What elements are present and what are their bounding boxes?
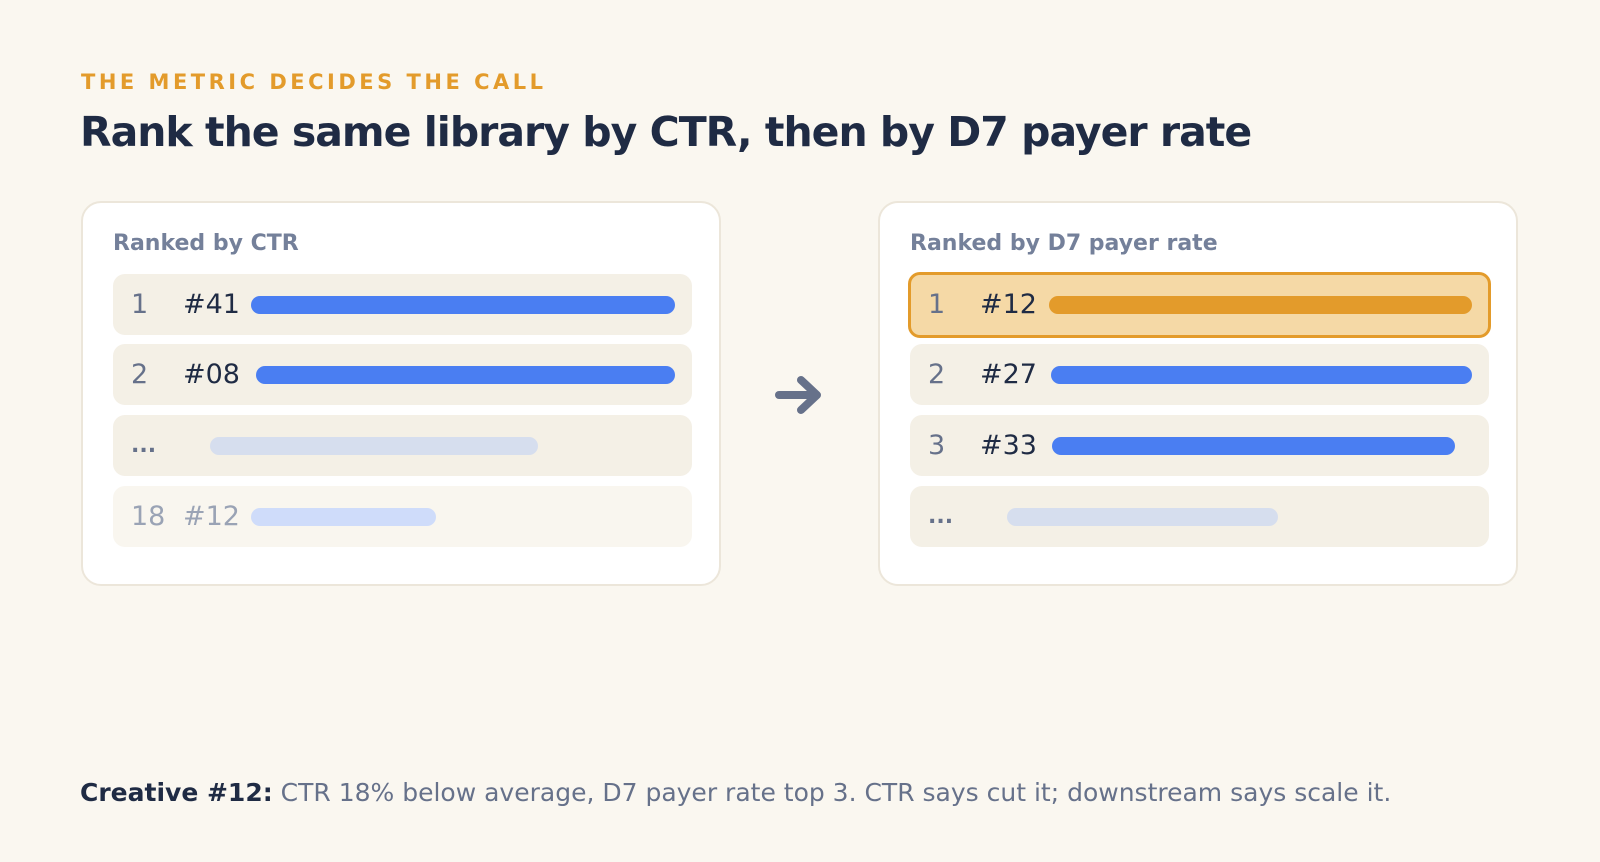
score-bar [1049,296,1472,314]
card-title: Ranked by CTR [113,231,299,256]
ranking-row-ellipsis: ... [910,486,1489,547]
rank-number: 2 [131,359,149,390]
creative-id: #33 [980,430,1037,461]
score-bar [251,508,436,526]
rank-number: 1 [928,289,946,320]
ctr-ranking-card: Ranked by CTR 1 #41 2 #08 ... 18 #12 [81,201,721,586]
eyebrow: THE METRIC DECIDES THE CALL [81,70,547,94]
creative-id: #08 [183,359,240,390]
score-bar [251,296,675,314]
rank-number: 2 [928,359,946,390]
ranking-row: 18 #12 [113,486,692,547]
score-bar [256,366,675,384]
creative-id: #12 [980,289,1037,320]
ranking-row: 2 #08 [113,344,692,405]
creative-id: #41 [183,289,240,320]
arrow-right-icon [775,376,821,414]
footer-text: CTR 18% below average, D7 payer rate top… [272,778,1392,807]
score-bar [1051,366,1472,384]
card-title: Ranked by D7 payer rate [910,231,1218,256]
ranking-row: 2 #27 [910,344,1489,405]
ellipsis: ... [131,433,157,458]
rank-number: 18 [131,501,166,532]
ranking-row-highlighted: 1 #12 [908,272,1491,338]
score-bar [1007,508,1278,526]
headline: Rank the same library by CTR, then by D7… [80,108,1252,156]
footer-label: Creative #12: [80,778,273,807]
ranking-row: 1 #41 [113,274,692,335]
creative-id: #12 [183,501,240,532]
score-bar [1052,437,1455,455]
d7-payer-ranking-card: Ranked by D7 payer rate 1 #12 2 #27 3 #3… [878,201,1518,586]
score-bar [210,437,538,455]
rank-number: 3 [928,430,946,461]
ellipsis: ... [928,504,954,529]
ranking-row-ellipsis: ... [113,415,692,476]
footer-note: Creative #12: CTR 18% below average, D7 … [80,778,1391,807]
rank-number: 1 [131,289,149,320]
creative-id: #27 [980,359,1037,390]
ranking-row: 3 #33 [910,415,1489,476]
